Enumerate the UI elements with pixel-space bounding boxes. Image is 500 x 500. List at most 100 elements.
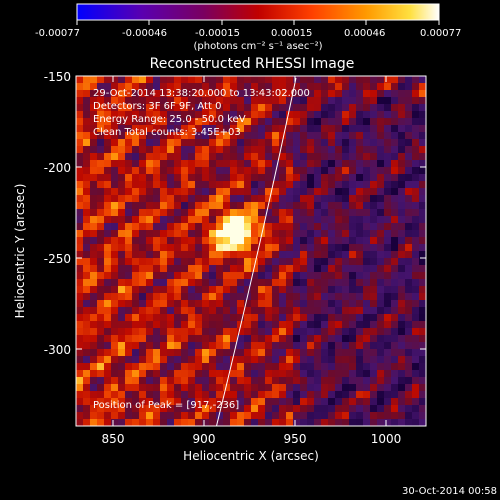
image-pixel: [209, 300, 217, 308]
image-pixel: [76, 125, 84, 133]
image-pixel: [181, 244, 189, 252]
image-pixel: [321, 223, 329, 231]
image-pixel: [391, 314, 399, 322]
image-pixel: [223, 104, 231, 112]
image-pixel: [412, 391, 420, 399]
image-pixel: [398, 153, 406, 161]
image-pixel: [216, 167, 224, 175]
image-pixel: [342, 293, 350, 301]
image-pixel: [363, 153, 371, 161]
image-pixel: [195, 293, 203, 301]
image-pixel: [237, 195, 245, 203]
image-pixel: [237, 181, 245, 189]
image-pixel: [90, 314, 98, 322]
image-pixel: [328, 181, 336, 189]
image-pixel: [356, 237, 364, 245]
image-pixel: [244, 97, 252, 105]
image-pixel: [293, 76, 301, 84]
image-pixel: [230, 342, 238, 350]
image-pixel: [181, 321, 189, 329]
image-pixel: [405, 132, 413, 140]
image-pixel: [307, 405, 315, 413]
image-pixel: [412, 230, 420, 238]
image-pixel: [412, 300, 420, 308]
image-pixel: [76, 132, 84, 140]
image-pixel: [216, 160, 224, 168]
image-pixel: [314, 314, 322, 322]
image-pixel: [97, 174, 105, 182]
image-pixel: [391, 307, 399, 315]
image-pixel: [118, 335, 126, 343]
image-pixel: [97, 90, 105, 98]
image-pixel: [97, 300, 105, 308]
image-pixel: [342, 377, 350, 385]
image-pixel: [104, 349, 112, 357]
image-pixel: [398, 300, 406, 308]
image-pixel: [398, 370, 406, 378]
image-pixel: [307, 321, 315, 329]
image-pixel: [153, 356, 161, 364]
image-pixel: [258, 328, 266, 336]
image-pixel: [111, 139, 119, 147]
image-pixel: [244, 251, 252, 259]
image-pixel: [384, 209, 392, 217]
image-pixel: [132, 181, 140, 189]
image-pixel: [97, 209, 105, 217]
image-pixel: [272, 104, 280, 112]
x-axis-title: Heliocentric X (arcsec): [183, 449, 319, 463]
image-pixel: [307, 195, 315, 203]
image-pixel: [111, 132, 119, 140]
image-pixel: [384, 251, 392, 259]
image-pixel: [195, 195, 203, 203]
image-pixel: [279, 230, 287, 238]
image-pixel: [370, 118, 378, 126]
image-pixel: [216, 272, 224, 280]
image-pixel: [83, 363, 91, 371]
image-pixel: [419, 419, 426, 426]
image-pixel: [370, 391, 378, 399]
image-pixel: [251, 363, 259, 371]
image-pixel: [209, 132, 217, 140]
image-pixel: [111, 314, 119, 322]
image-pixel: [160, 209, 168, 217]
image-pixel: [370, 293, 378, 301]
image-pixel: [118, 328, 126, 336]
image-pixel: [251, 321, 259, 329]
image-pixel: [97, 363, 105, 371]
image-pixel: [251, 398, 259, 406]
image-pixel: [342, 314, 350, 322]
image-pixel: [258, 104, 266, 112]
image-pixel: [356, 258, 364, 266]
image-pixel: [230, 279, 238, 287]
image-pixel: [286, 300, 294, 308]
image-pixel: [377, 223, 385, 231]
image-pixel: [349, 209, 357, 217]
image-pixel: [398, 167, 406, 175]
image-pixel: [118, 272, 126, 280]
image-pixel: [181, 132, 189, 140]
image-pixel: [146, 111, 154, 119]
colorbar-tick-label: 0.00015: [271, 28, 312, 39]
image-pixel: [286, 342, 294, 350]
image-pixel: [356, 251, 364, 259]
image-pixel: [349, 125, 357, 133]
image-pixel: [174, 342, 182, 350]
image-pixel: [272, 321, 280, 329]
image-pixel: [132, 293, 140, 301]
image-pixel: [90, 167, 98, 175]
image-pixel: [230, 405, 238, 413]
image-pixel: [272, 125, 280, 133]
image-pixel: [384, 412, 392, 420]
image-pixel: [188, 76, 196, 84]
image-pixel: [153, 342, 161, 350]
image-pixel: [300, 286, 308, 294]
image-pixel: [342, 335, 350, 343]
image-pixel: [139, 104, 147, 112]
image-pixel: [160, 83, 168, 91]
image-pixel: [160, 153, 168, 161]
image-pixel: [342, 328, 350, 336]
image-pixel: [188, 104, 196, 112]
image-pixel: [146, 244, 154, 252]
image-pixel: [195, 419, 203, 426]
image-pixel: [405, 160, 413, 168]
